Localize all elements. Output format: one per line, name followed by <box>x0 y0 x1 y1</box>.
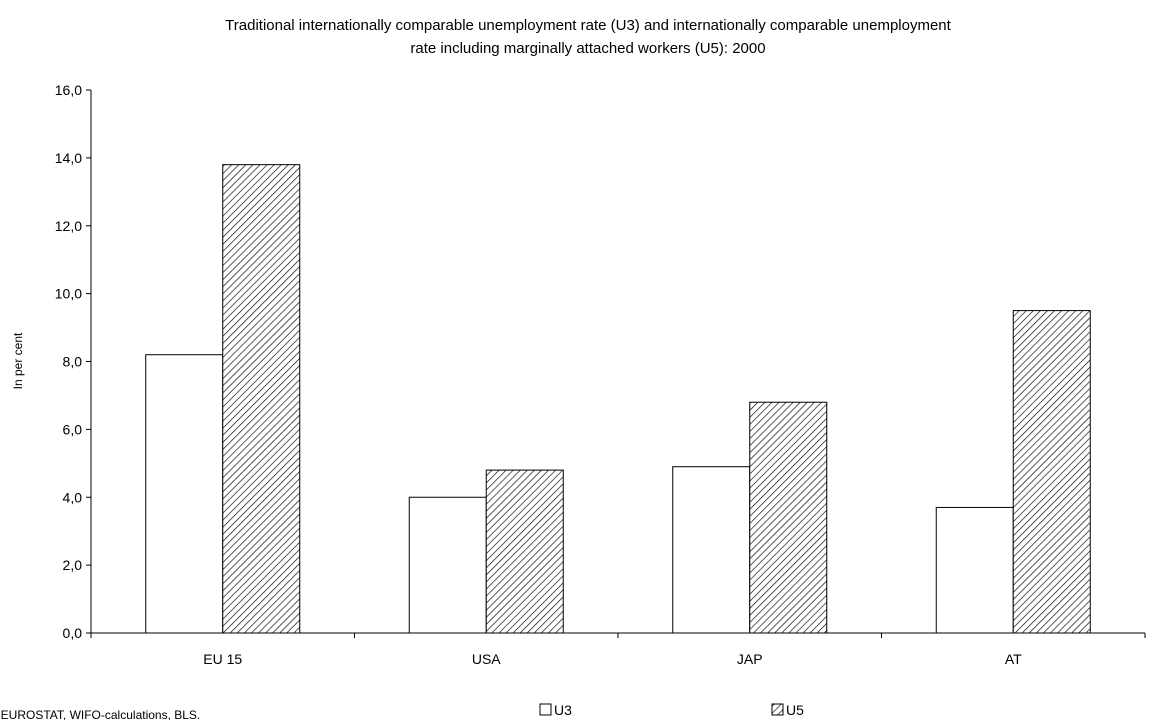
y-tick-label: 4,0 <box>63 489 83 505</box>
bar-u3-eu-15 <box>145 354 224 634</box>
chart-title-line-1: Traditional internationally comparable u… <box>225 17 951 34</box>
bar-u3-at <box>935 506 1014 634</box>
legend-label-u5: U5 <box>786 702 804 718</box>
x-category-label: EU 15 <box>203 651 242 667</box>
y-tick-label: 12,0 <box>55 218 82 234</box>
legend-label-u3: U3 <box>554 702 572 718</box>
x-axis-ticks <box>90 633 1146 638</box>
x-category-label: AT <box>1005 651 1022 667</box>
bar-u5-eu-15 <box>222 164 301 634</box>
y-tick-label: 16,0 <box>55 82 82 98</box>
x-category-label: JAP <box>737 651 763 667</box>
y-tick-label: 10,0 <box>55 286 82 302</box>
y-axis-title: In per cent <box>11 332 25 389</box>
bar-u3-jap <box>672 466 751 634</box>
x-category-label: USA <box>472 651 501 667</box>
bar-u5-usa <box>485 469 564 634</box>
bar-u5-jap <box>749 401 828 634</box>
bar-u5-at <box>1012 310 1091 634</box>
y-tick-label: 8,0 <box>63 354 83 370</box>
source-note: : EUROSTAT, WIFO-calculations, BLS. <box>0 708 200 720</box>
y-tick-label: 14,0 <box>55 150 82 166</box>
legend: U3 U5 <box>539 702 804 718</box>
bars <box>145 164 1091 634</box>
x-axis-labels: EU 15 USA JAP AT <box>203 651 1022 667</box>
chart-title-line-2: rate including marginally attached worke… <box>410 40 765 57</box>
y-tick-label: 6,0 <box>63 421 83 437</box>
y-axis: 0,0 2,0 4,0 6,0 8,0 10,0 12,0 14,0 16,0 <box>55 82 91 641</box>
legend-swatch-u5 <box>771 703 784 716</box>
y-tick-label: 0,0 <box>63 625 83 641</box>
y-tick-label: 2,0 <box>63 557 83 573</box>
bar-u3-usa <box>408 496 487 634</box>
legend-swatch-u3 <box>539 703 552 716</box>
